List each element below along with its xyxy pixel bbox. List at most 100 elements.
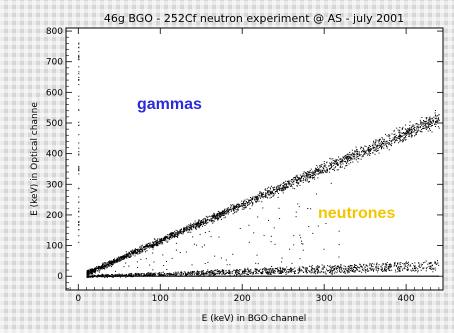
gamma-point xyxy=(340,163,342,165)
gamma-point xyxy=(150,246,152,248)
neutron-point xyxy=(272,268,274,270)
neutron-point xyxy=(306,267,308,269)
neutron-point xyxy=(306,268,308,270)
neutron-point xyxy=(151,273,153,275)
gamma-point xyxy=(125,253,127,255)
gamma-point xyxy=(333,165,335,167)
gamma-point xyxy=(240,203,242,205)
gamma-point xyxy=(140,247,142,249)
neutron-point xyxy=(222,272,224,274)
gamma-point xyxy=(399,141,401,143)
stray-point xyxy=(315,193,317,195)
gamma-point xyxy=(91,269,93,271)
gamma-point xyxy=(279,188,281,190)
gamma-point xyxy=(149,244,151,246)
neutron-point xyxy=(278,270,280,272)
gamma-point xyxy=(423,127,425,129)
gamma-point xyxy=(354,158,356,160)
gamma-point xyxy=(99,270,101,272)
gamma-point xyxy=(141,248,143,250)
gamma-point xyxy=(357,152,359,154)
gamma-point xyxy=(419,130,421,132)
gamma-point xyxy=(216,215,218,217)
neutron-point xyxy=(305,268,307,270)
gamma-point xyxy=(183,231,185,233)
gamma-point xyxy=(301,180,303,182)
neutron-point xyxy=(330,269,332,271)
gamma-point xyxy=(244,206,246,208)
gamma-point xyxy=(285,187,287,189)
gamma-point xyxy=(406,129,408,131)
gamma-point xyxy=(248,200,250,202)
gamma-point xyxy=(435,123,437,125)
gamma-point xyxy=(339,165,341,167)
stray-point xyxy=(112,263,114,265)
gamma-point xyxy=(169,233,171,235)
gamma-point xyxy=(169,235,171,237)
gamma-point xyxy=(374,143,376,145)
gamma-point xyxy=(245,206,247,208)
gamma-point xyxy=(389,142,391,144)
neutron-point xyxy=(169,273,171,275)
gamma-point xyxy=(322,169,324,171)
gamma-point xyxy=(266,196,268,198)
neutron-point xyxy=(145,273,147,275)
neutron-point xyxy=(359,270,361,272)
neutron-point xyxy=(311,271,313,273)
gamma-point xyxy=(300,178,302,180)
gamma-point xyxy=(201,222,203,224)
stray-point xyxy=(106,267,108,269)
neutron-point xyxy=(323,266,325,268)
neutron-point xyxy=(277,271,279,273)
neutron-point xyxy=(262,270,264,272)
gamma-point xyxy=(87,269,89,271)
gamma-point xyxy=(314,171,316,173)
gamma-point xyxy=(407,133,409,135)
gamma-point xyxy=(255,200,257,202)
gamma-point xyxy=(315,174,317,176)
gamma-point xyxy=(399,135,401,137)
gamma-point xyxy=(217,215,219,217)
gamma-point xyxy=(216,217,218,219)
gamma-point xyxy=(220,213,222,215)
gamma-point xyxy=(146,245,148,247)
neutron-point xyxy=(422,268,424,270)
neutron-point xyxy=(335,268,337,270)
gamma-point xyxy=(236,205,238,207)
gamma-point xyxy=(119,260,121,262)
neutron-point xyxy=(305,270,307,272)
gamma-point xyxy=(354,151,356,153)
neutron-point xyxy=(352,270,354,272)
gamma-point xyxy=(312,172,314,174)
gamma-point xyxy=(93,268,95,270)
gamma-point xyxy=(274,189,276,191)
gamma-point xyxy=(99,268,101,270)
neutron-point xyxy=(397,271,399,273)
gamma-point xyxy=(107,265,109,267)
neutron-point xyxy=(211,269,213,271)
gamma-point xyxy=(199,226,201,228)
gamma-point xyxy=(194,220,196,222)
gamma-point xyxy=(96,270,98,272)
gamma-point xyxy=(262,195,264,197)
gamma-point xyxy=(161,241,163,243)
gamma-point xyxy=(200,220,202,222)
neutron-point xyxy=(272,272,274,274)
neutron-point xyxy=(400,262,402,264)
gamma-point xyxy=(312,176,314,178)
neutron-point xyxy=(387,268,389,270)
gamma-point xyxy=(228,212,230,214)
gamma-point xyxy=(377,139,379,141)
neutron-point xyxy=(371,262,373,264)
stray-point xyxy=(123,266,125,268)
neutron-point xyxy=(277,269,279,271)
streak-point xyxy=(78,142,80,144)
gamma-point xyxy=(125,255,127,257)
gamma-point xyxy=(215,216,217,218)
gamma-point xyxy=(294,177,296,179)
gamma-point xyxy=(256,201,258,203)
neutron-point xyxy=(275,267,277,269)
gamma-point xyxy=(222,214,224,216)
gamma-point xyxy=(287,187,289,189)
gamma-point xyxy=(178,231,180,233)
